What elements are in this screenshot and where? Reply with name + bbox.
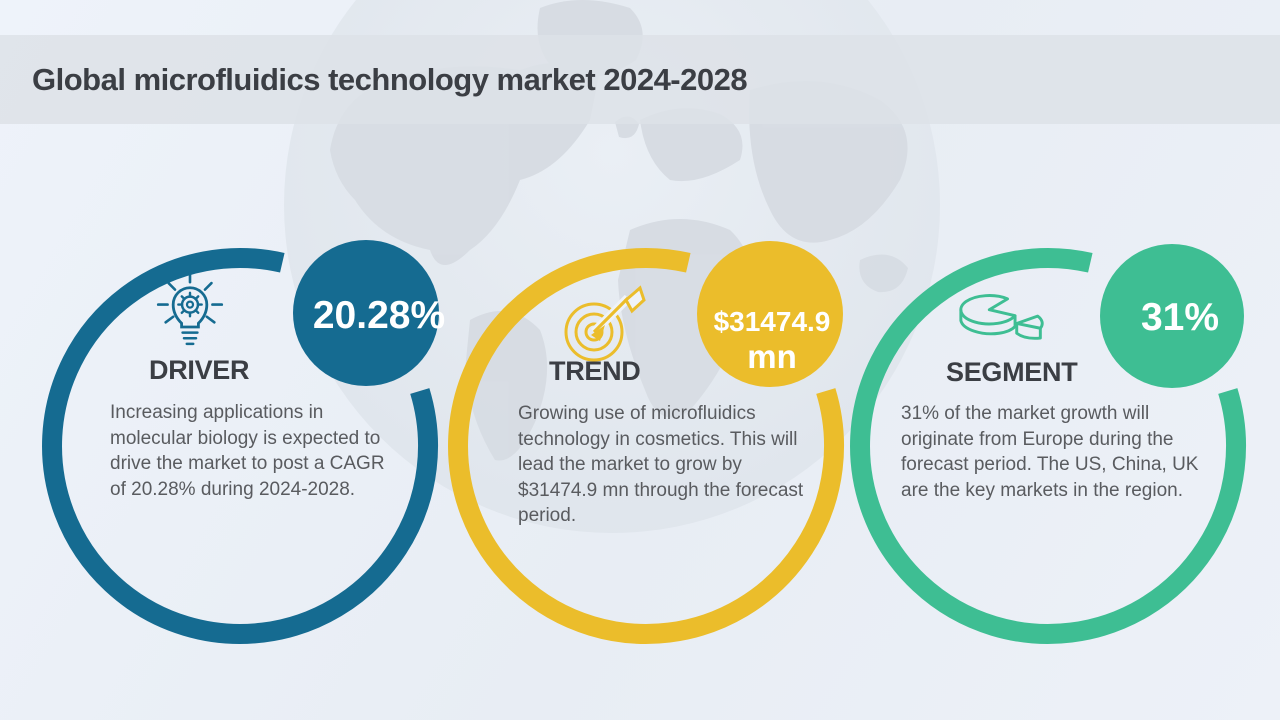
- driver-ring-group: [42, 240, 439, 644]
- driver-ring: [42, 248, 439, 644]
- driver-badge-value: 20.28%: [312, 294, 446, 337]
- lightbulb-gear-icon: [156, 271, 224, 346]
- driver-badge-circle: [293, 240, 439, 386]
- header-band: Global microfluidics technology market 2…: [0, 35, 1280, 124]
- segment-ring: [850, 248, 1247, 644]
- segment-ring-group: [850, 244, 1247, 644]
- driver-card-label: DRIVER: [149, 355, 250, 385]
- trend-card-label: TREND: [549, 356, 641, 386]
- pie-chart-icon: [959, 294, 1044, 340]
- trend-card-description: Growing use of microfluidics technology …: [518, 403, 804, 526]
- trend-ring: [448, 248, 845, 644]
- target-arrow-icon: [564, 285, 646, 362]
- trend-badge-value: $31474.9: [713, 306, 831, 337]
- trend-ring-group: [448, 241, 845, 644]
- segment-card-label: SEGMENT: [946, 357, 1078, 387]
- trend-badge-circle: [697, 241, 843, 387]
- driver-card-description: Increasing applications in molecular bio…: [110, 402, 385, 500]
- page-title: Global microfluidics technology market 2…: [32, 61, 748, 97]
- segment-badge-value: 31%: [1140, 296, 1220, 339]
- trend-badge-unit: mn: [747, 338, 797, 375]
- segment-badge-circle: [1100, 244, 1244, 388]
- segment-card-description: 31% of the market growth will originate …: [901, 403, 1199, 501]
